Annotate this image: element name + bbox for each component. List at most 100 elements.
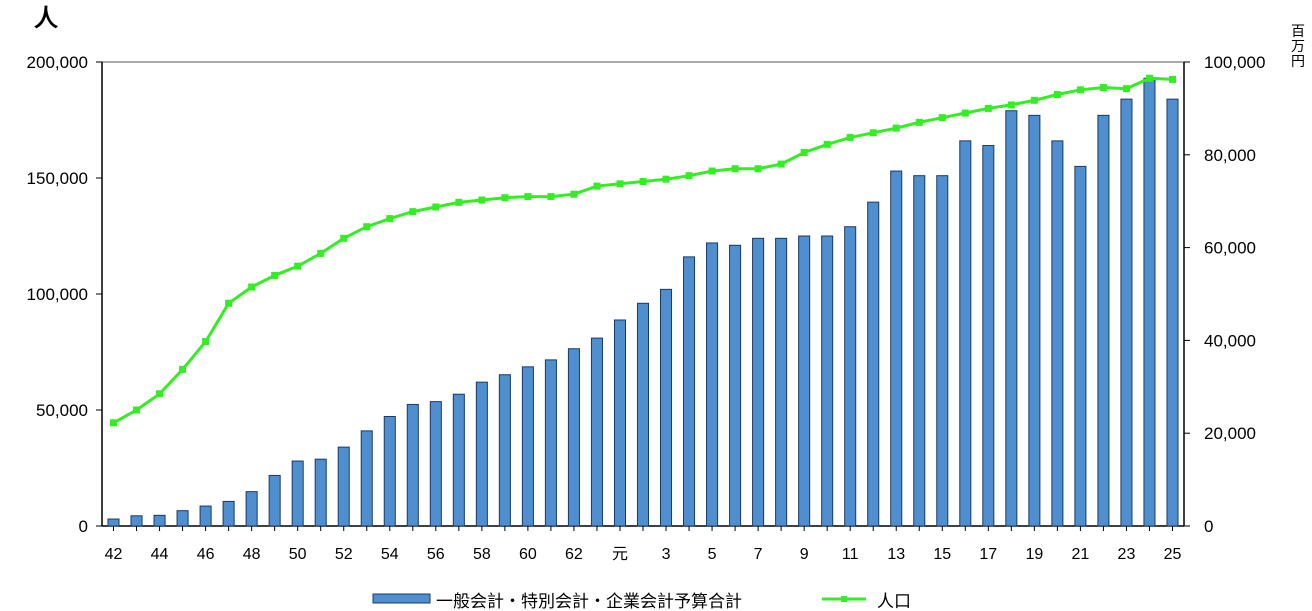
line-point — [915, 118, 923, 126]
line-point — [1053, 90, 1061, 98]
x-tick-label: 23 — [1118, 546, 1136, 563]
line-point — [869, 129, 877, 137]
line-point — [271, 271, 279, 279]
line-point — [892, 124, 900, 132]
bar — [498, 374, 511, 527]
legend-line-marker — [841, 596, 847, 602]
right-axis: 0 20,000 40,000 60,000 80,000 100,000 — [1184, 53, 1265, 536]
line-point — [363, 223, 371, 231]
line-point — [386, 215, 394, 223]
bar — [798, 235, 811, 527]
line-point — [179, 365, 187, 373]
line-point — [1099, 84, 1107, 92]
line-point — [110, 419, 118, 427]
line-point — [708, 167, 716, 175]
bar — [544, 359, 557, 527]
line-point — [1145, 74, 1153, 82]
line-point — [777, 160, 785, 168]
line-point — [1076, 86, 1084, 94]
line-point — [478, 196, 486, 204]
bar — [1028, 114, 1041, 527]
bar — [1005, 110, 1018, 527]
bar — [959, 140, 972, 527]
bar — [406, 403, 419, 527]
bar — [429, 401, 442, 527]
x-tick-label: 48 — [243, 546, 261, 563]
line-point — [1007, 101, 1015, 109]
bar — [337, 446, 350, 527]
line-point — [248, 283, 256, 291]
line-point — [984, 104, 992, 112]
x-tick-label: 58 — [473, 546, 491, 563]
bar — [844, 226, 857, 527]
line-point — [754, 165, 762, 173]
line-series — [110, 74, 1176, 427]
bar — [936, 175, 949, 527]
x-tick-label: 11 — [842, 546, 859, 563]
x-tick-label: 15 — [933, 546, 951, 563]
bar — [521, 366, 534, 527]
right-unit-char: 円 — [1291, 54, 1305, 70]
x-tick-label: 9 — [800, 546, 809, 563]
line-point — [1122, 85, 1130, 93]
bar — [176, 510, 189, 527]
bar — [775, 237, 788, 527]
bar — [567, 348, 580, 527]
right-unit-char: 万 — [1291, 39, 1305, 55]
line-point — [1030, 96, 1038, 104]
x-tick-label: 13 — [887, 546, 905, 563]
bar — [452, 393, 465, 527]
bar — [383, 415, 396, 527]
x-tick-label: 60 — [519, 546, 537, 563]
bar — [1120, 98, 1133, 527]
line-point — [639, 177, 647, 185]
left-tick-label: 100,000 — [27, 285, 88, 304]
bar — [729, 244, 742, 527]
x-tick-label: 54 — [381, 546, 399, 563]
right-tick-label: 100,000 — [1204, 53, 1265, 72]
line-point — [317, 249, 325, 257]
bar — [613, 319, 627, 527]
right-tick-label: 80,000 — [1204, 146, 1256, 165]
x-tick-label: 3 — [662, 546, 671, 563]
line-point — [501, 194, 509, 202]
line-point — [593, 182, 601, 190]
left-tick-label: 50,000 — [36, 401, 88, 420]
x-tick-label: 7 — [754, 546, 763, 563]
right-tick-label: 20,000 — [1204, 424, 1256, 443]
line-point — [432, 203, 440, 211]
right-tick-label: 0 — [1204, 517, 1213, 536]
bar — [360, 430, 373, 527]
line-point — [685, 172, 693, 180]
right-axis-unit-label: 百万円 — [1291, 24, 1305, 70]
x-tick-label: 42 — [105, 546, 123, 563]
bar — [590, 337, 603, 527]
bar — [821, 235, 834, 527]
left-tick-label: 0 — [79, 517, 88, 536]
left-tick-label: 200,000 — [27, 53, 88, 72]
left-axis-unit-label: 人 — [34, 4, 58, 32]
x-tick-label: 44 — [151, 546, 169, 563]
x-tick-label: 元 — [612, 546, 628, 563]
bar — [245, 491, 258, 527]
bar — [982, 145, 995, 527]
x-tick-label: 52 — [335, 546, 353, 563]
line-point — [731, 165, 739, 173]
x-tick-label: 25 — [1164, 546, 1182, 563]
x-tick-label: 17 — [979, 546, 997, 563]
bar — [1143, 77, 1156, 527]
x-tick-label: 5 — [708, 546, 717, 563]
bar — [130, 515, 143, 527]
line-point — [961, 109, 969, 117]
x-tick-label: 21 — [1072, 546, 1090, 563]
bar — [1074, 165, 1087, 527]
line-point — [156, 390, 164, 398]
bar — [291, 460, 304, 527]
bar — [314, 458, 327, 527]
bar — [1097, 114, 1110, 527]
bar — [1166, 98, 1179, 527]
line-point — [294, 262, 302, 270]
line-point — [662, 175, 670, 183]
line-point — [455, 198, 463, 206]
legend-bar-label: 一般会計・特別会計・企業会計予算合計 — [436, 592, 742, 611]
